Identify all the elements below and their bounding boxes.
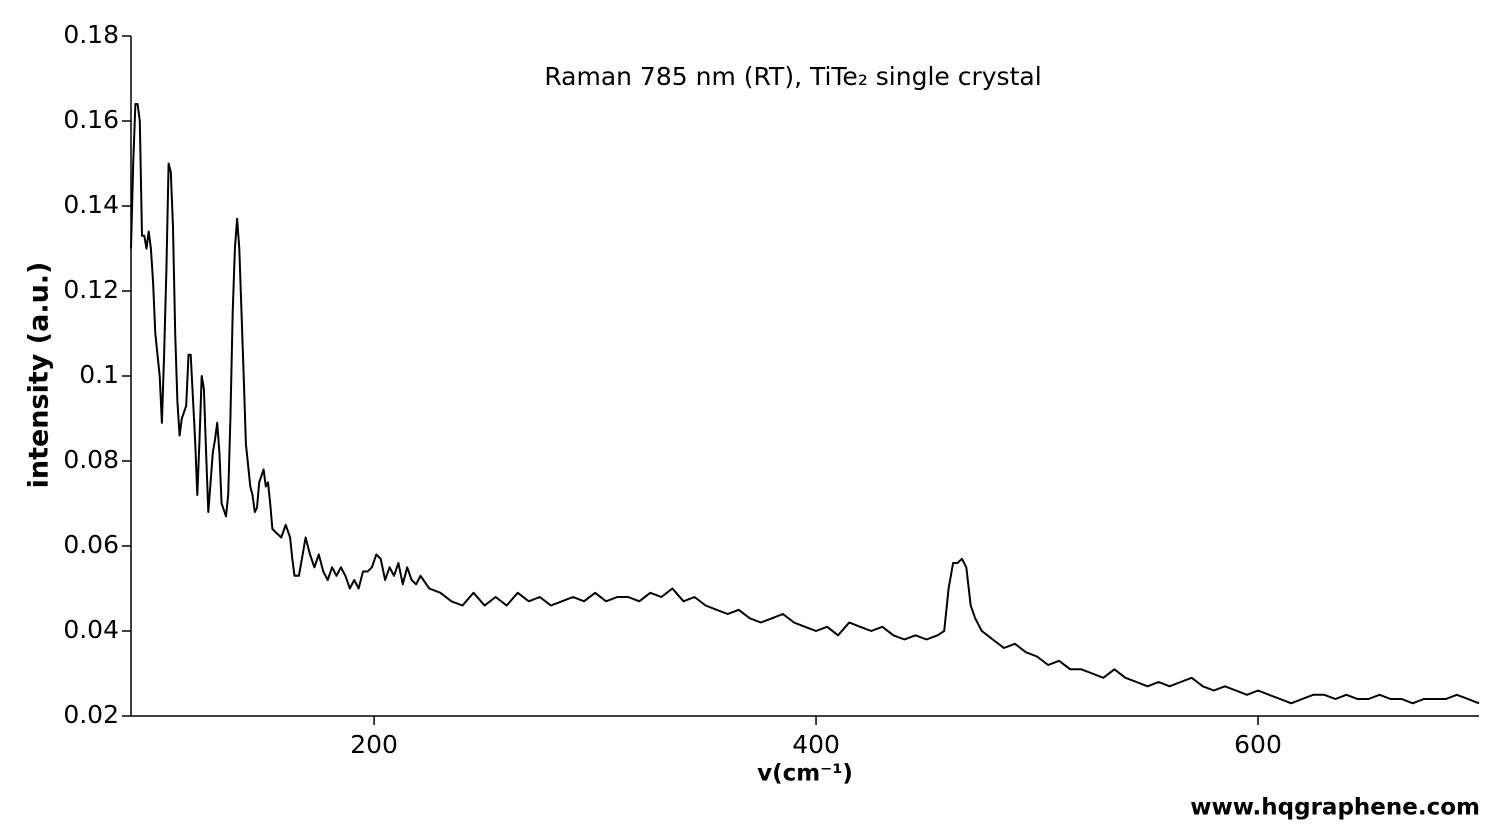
y-tick-label: 0.06: [63, 530, 119, 559]
spectrum-line: [130, 103, 1480, 705]
chart-title: Raman 785 nm (RT), TiTe₂ single crystal: [544, 62, 1041, 91]
y-tick-label: 0.18: [63, 20, 119, 49]
y-tick-label: 0.16: [63, 105, 119, 134]
x-tick-label: 200: [350, 730, 398, 759]
y-tick-label: 0.04: [63, 615, 119, 644]
y-tick-label: 0.08: [63, 445, 119, 474]
x-tick-label: 400: [792, 730, 840, 759]
y-tick-label: 0.12: [63, 275, 119, 304]
y-tick-label: 0.14: [63, 190, 119, 219]
y-axis-label: intensity (a.u.): [24, 262, 55, 489]
y-tick-label: 0.1: [79, 360, 119, 389]
watermark: www.hqgraphene.com: [1190, 795, 1480, 821]
y-tick-label: 0.02: [63, 700, 119, 729]
x-tick-label: 600: [1234, 730, 1282, 759]
x-axis-label: v(cm⁻¹): [757, 761, 853, 787]
